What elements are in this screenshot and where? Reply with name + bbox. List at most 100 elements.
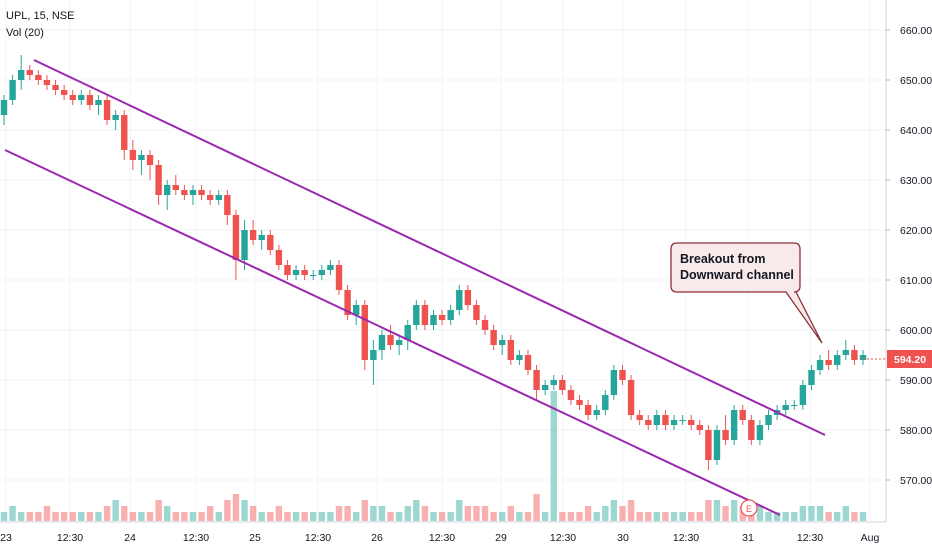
volume-bar — [834, 512, 841, 521]
candle-body — [275, 250, 283, 265]
candle-body — [284, 265, 291, 275]
volume-bar — [378, 506, 386, 521]
volume-bar — [198, 512, 205, 521]
volume-bar — [387, 512, 394, 521]
candle-body — [464, 290, 472, 305]
volume-bar — [765, 512, 772, 521]
volume-bar — [593, 512, 600, 521]
candle-body — [756, 425, 764, 440]
candle-body — [799, 385, 807, 405]
candle-body — [490, 330, 497, 345]
volume-bar — [155, 500, 162, 521]
volume-bar — [344, 506, 351, 521]
candle-body — [258, 235, 265, 240]
candle-body — [95, 100, 102, 105]
volume-bar — [60, 512, 68, 521]
volume-bar — [713, 500, 721, 521]
candle-body — [722, 430, 729, 440]
candle-body — [541, 385, 549, 390]
candle-body — [198, 190, 205, 195]
candle-body — [224, 195, 231, 215]
candle-body — [456, 290, 463, 310]
candle-body — [215, 195, 222, 200]
volume-bar — [413, 500, 420, 521]
volume-bar — [129, 512, 137, 521]
time-tick-label: 12:30 — [797, 532, 823, 544]
price-tick-label: 640.00 — [900, 125, 932, 137]
price-tick-label: 650.00 — [900, 75, 932, 87]
candle-body — [859, 355, 867, 360]
price-tick-label: 590.00 — [900, 375, 932, 387]
candle-body — [241, 230, 248, 260]
volume-bar — [232, 494, 240, 521]
candle-body — [249, 230, 257, 240]
volume-bar — [541, 512, 549, 521]
time-tick-label: 12:30 — [57, 532, 83, 544]
volume-bar — [576, 512, 583, 521]
price-tick-label: 630.00 — [900, 175, 932, 187]
candle-body — [713, 430, 721, 460]
time-tick-label: 25 — [249, 532, 261, 544]
candle-body — [318, 270, 326, 275]
candle-body — [378, 335, 386, 350]
overlay: 594.20 E Breakout from Downward channel — [670, 242, 932, 517]
candle-body — [146, 155, 154, 165]
volume-label: Vol (20) — [6, 27, 44, 39]
volume-bar — [121, 506, 128, 521]
candle-body — [9, 80, 16, 100]
volume-bar — [559, 512, 566, 521]
candle-body — [138, 155, 145, 160]
volume-bar — [791, 512, 798, 521]
volume-bar — [95, 512, 102, 521]
candle-body — [370, 350, 377, 360]
volume-bar — [610, 500, 618, 521]
volume-bar — [301, 512, 308, 521]
volume-bar — [421, 506, 429, 521]
candle-body — [292, 270, 300, 275]
volume-bar — [473, 506, 480, 521]
candle-body — [507, 340, 515, 360]
candle-body — [499, 340, 506, 345]
time-tick-label: 12:30 — [305, 532, 331, 544]
volume-bar — [189, 512, 197, 521]
volume-bar — [146, 512, 154, 521]
candle-body — [765, 415, 772, 425]
candle-body — [310, 275, 317, 276]
candle-body — [730, 410, 738, 440]
volume-bar — [361, 500, 368, 521]
volume-bar — [722, 506, 729, 521]
volume-bar — [0, 512, 8, 521]
candle-body — [705, 430, 712, 460]
time-tick-label: 12:30 — [429, 532, 455, 544]
candle-body — [121, 115, 128, 150]
candle-body — [808, 370, 815, 385]
volume-bar — [481, 506, 489, 521]
annotation-line-1: Breakout from — [680, 252, 765, 266]
volume-bar — [619, 506, 626, 521]
candle-body — [421, 305, 429, 325]
candle-body — [430, 315, 437, 325]
candle-body — [602, 395, 609, 410]
volume-bar — [335, 506, 343, 521]
volume-bar — [86, 512, 94, 521]
time-tick-label: 12:30 — [673, 532, 699, 544]
price-tick-label: 600.00 — [900, 325, 932, 337]
volume-bar — [52, 512, 59, 521]
volume-bar — [696, 512, 703, 521]
time-tick-label: 23 — [0, 532, 12, 544]
candle-body — [516, 355, 523, 360]
candle-body — [327, 265, 334, 270]
volume-bar — [602, 506, 609, 521]
volume-bar — [662, 512, 669, 521]
channel-lines — [4, 59, 826, 516]
candle-body — [35, 75, 42, 80]
candle-body — [206, 195, 214, 200]
candle-body — [559, 380, 566, 390]
volume-bar — [688, 512, 695, 521]
time-tick-label: 12:30 — [550, 532, 576, 544]
volume-bar — [808, 506, 815, 521]
volume-bar — [567, 512, 575, 521]
candle-body — [576, 400, 583, 405]
